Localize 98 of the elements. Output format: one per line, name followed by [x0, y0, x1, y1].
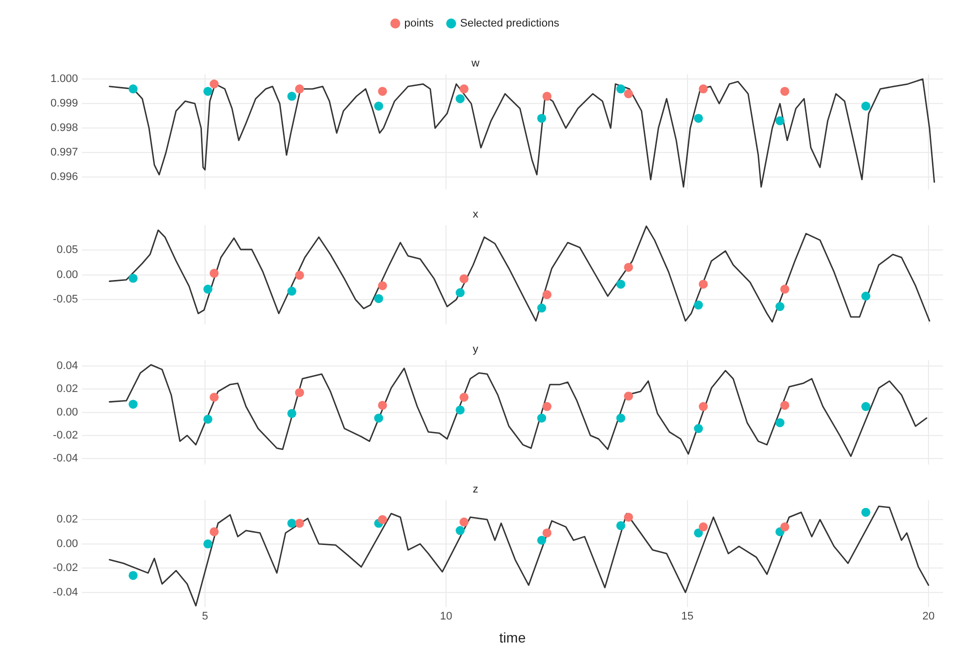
y-tick-label: 1.000 [50, 73, 78, 86]
point [624, 392, 634, 401]
point [616, 414, 626, 423]
point [374, 414, 384, 423]
point [456, 526, 465, 536]
point [542, 92, 552, 101]
point [210, 268, 219, 278]
point [542, 402, 552, 412]
point [694, 300, 703, 310]
point [378, 400, 388, 410]
legend-label: points [404, 18, 434, 30]
y-tick-label: -0.02 [52, 429, 78, 442]
point [694, 424, 703, 434]
point [460, 274, 469, 284]
y-tick-label: 0.997 [50, 146, 78, 159]
chart-title: z [472, 484, 478, 496]
point [542, 528, 552, 538]
point [537, 304, 546, 313]
point [698, 522, 708, 532]
chart-title: x [472, 208, 479, 221]
point [128, 570, 138, 580]
point [775, 116, 784, 126]
point [203, 284, 212, 294]
point [537, 414, 546, 423]
x-axis-title: time [499, 629, 526, 646]
point [374, 294, 384, 304]
y-tick-label: 0.00 [56, 268, 78, 281]
point [542, 290, 552, 300]
point [780, 86, 790, 96]
point [537, 536, 546, 545]
y-tick-label: 0.00 [56, 538, 78, 550]
y-tick-label: 0.02 [56, 383, 78, 396]
point [210, 80, 219, 89]
y-tick-label: 0.02 [56, 514, 78, 526]
point [456, 288, 465, 298]
y-tick-label: -0.02 [52, 562, 78, 574]
chart-title: y [472, 344, 479, 356]
point [128, 84, 138, 94]
point [780, 522, 790, 532]
point [616, 521, 626, 530]
point [624, 512, 634, 522]
y-tick-label: 0.999 [50, 98, 78, 110]
y-tick-label: -0.04 [52, 586, 78, 598]
point [378, 86, 388, 96]
point [537, 114, 546, 123]
point [287, 518, 296, 528]
point [780, 284, 790, 294]
point [694, 528, 703, 538]
y-tick-label: 0.04 [56, 360, 78, 372]
point [624, 89, 634, 98]
point [287, 92, 296, 101]
point [210, 392, 219, 402]
x-tick-label: 5 [202, 610, 208, 623]
legend-label: Selected predictions [460, 18, 560, 30]
y-tick-label: -0.05 [52, 294, 78, 306]
point [460, 84, 469, 94]
point [616, 84, 626, 94]
y-tick-label: 0.998 [50, 122, 78, 134]
point [378, 281, 388, 290]
point [694, 114, 703, 123]
point [128, 400, 138, 409]
point [210, 527, 219, 536]
y-tick-label: 0.00 [56, 406, 78, 418]
point [128, 274, 138, 283]
point [374, 102, 384, 111]
point [775, 302, 784, 312]
point [775, 418, 784, 428]
point [295, 270, 304, 280]
x-tick-label: 10 [440, 610, 452, 623]
point [780, 400, 790, 410]
point [698, 84, 708, 94]
point [456, 405, 465, 414]
point [861, 102, 870, 111]
point [295, 84, 304, 94]
point [861, 292, 870, 301]
point [378, 515, 388, 524]
chart-title: w [470, 58, 480, 70]
point [698, 402, 708, 412]
point [698, 280, 708, 289]
y-tick-label: 0.996 [50, 171, 78, 184]
point [616, 280, 626, 289]
point [203, 414, 212, 424]
point [287, 408, 296, 418]
y-tick-label: 0.05 [56, 244, 78, 256]
point [203, 539, 212, 548]
point [295, 518, 304, 528]
point [624, 262, 634, 272]
point [861, 402, 870, 412]
point [861, 508, 870, 517]
point [460, 518, 469, 527]
x-tick-label: 15 [681, 610, 694, 623]
x-tick-label: 20 [922, 610, 935, 623]
y-tick-label: -0.04 [52, 452, 78, 465]
point [287, 286, 296, 296]
point [456, 94, 465, 104]
point [203, 86, 212, 96]
point [295, 388, 304, 398]
point [460, 392, 469, 402]
